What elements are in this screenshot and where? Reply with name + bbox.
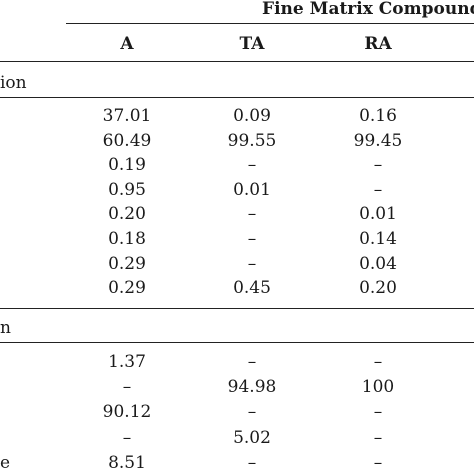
cell-ra: – <box>373 179 383 200</box>
cell-ta: 99.55 <box>227 130 277 151</box>
cell-ra: 0.16 <box>359 106 397 126</box>
cell-a: 1.37 <box>108 352 146 372</box>
cell-a: 0.18 <box>108 229 146 249</box>
cell-ra: – <box>373 402 383 423</box>
column-header-ta: TA <box>239 34 265 54</box>
header-bottom-rule <box>0 61 474 62</box>
cell-ra: 0.04 <box>359 253 397 274</box>
section-rule <box>0 97 474 98</box>
cell-ra: 0.14 <box>359 229 397 249</box>
cell-ta: – <box>247 204 257 225</box>
cell-ta: 5.02 <box>233 427 271 448</box>
cell-a: 0.95 <box>108 179 146 200</box>
column-header-ra: RA <box>364 34 392 54</box>
cell-ta: – <box>247 402 257 423</box>
cell-a: 37.01 <box>102 106 152 126</box>
cell-ra: – <box>373 427 383 448</box>
cell-ra: 0.20 <box>359 278 397 299</box>
cell-ta: – <box>247 452 257 473</box>
cell-ta: – <box>247 155 257 176</box>
section-label: n <box>0 318 11 338</box>
row-label: e <box>0 453 11 473</box>
cell-ra: 0.01 <box>359 204 397 225</box>
cell-ra: 100 <box>361 377 395 398</box>
cell-a: 60.49 <box>102 130 152 151</box>
cell-a: 8.51 <box>108 452 146 473</box>
cell-ta: – <box>247 229 257 249</box>
cell-ra: – <box>373 452 383 473</box>
cell-a: – <box>122 427 132 448</box>
cell-ta: – <box>247 253 257 274</box>
cell-a: 0.20 <box>108 204 146 225</box>
cell-a: – <box>122 377 132 398</box>
cell-ra: – <box>373 352 383 372</box>
cell-a: 0.29 <box>108 253 146 274</box>
group-header: Fine Matrix Compound <box>262 0 474 19</box>
column-header-a: A <box>120 34 134 54</box>
cell-ta: 94.98 <box>227 377 277 398</box>
section-label: ion <box>0 73 27 93</box>
cell-ta: 0.09 <box>233 106 271 126</box>
cell-ta: 0.01 <box>233 179 271 200</box>
cell-a: 90.12 <box>102 402 152 423</box>
cell-ta: – <box>247 352 257 372</box>
cell-a: 0.29 <box>108 278 146 299</box>
cell-ra: 99.45 <box>353 130 403 151</box>
cell-ra: – <box>373 155 383 176</box>
cell-ta: 0.45 <box>233 278 271 299</box>
group-header-rule <box>66 23 474 24</box>
section-rule <box>0 308 474 309</box>
cell-a: 0.19 <box>108 155 146 176</box>
section-rule <box>0 342 474 343</box>
